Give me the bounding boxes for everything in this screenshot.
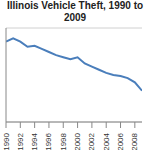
svg-text:1994: 1994 bbox=[30, 132, 39, 150]
svg-text:2004: 2004 bbox=[102, 132, 111, 150]
svg-text:1998: 1998 bbox=[59, 132, 68, 150]
svg-text:2008: 2008 bbox=[130, 132, 139, 150]
svg-text:1992: 1992 bbox=[16, 132, 25, 150]
svg-text:1996: 1996 bbox=[44, 132, 53, 150]
html-text:Illinois Vehicle Theft, 1990 t: Illinois Vehicle Theft, 1990 to 2009 bbox=[6, 0, 144, 23]
svg-text:2000: 2000 bbox=[73, 132, 82, 150]
svg-text:2002: 2002 bbox=[87, 132, 96, 150]
svg-text:2006: 2006 bbox=[116, 132, 125, 150]
svg-text:1990: 1990 bbox=[8, 132, 11, 150]
